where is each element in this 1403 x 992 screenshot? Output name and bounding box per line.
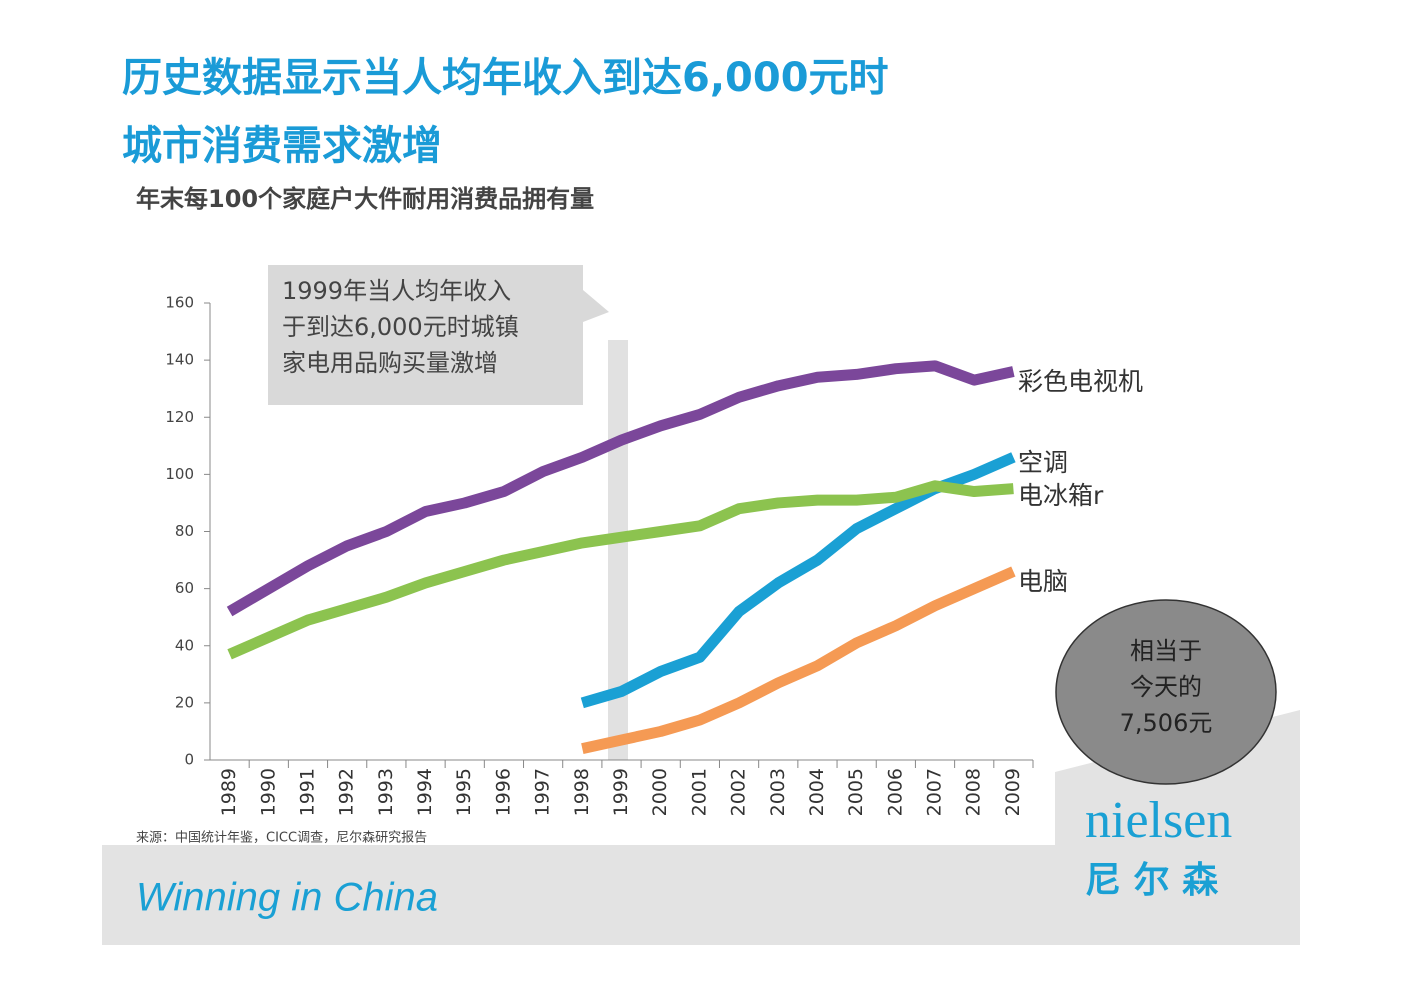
bubble bbox=[1055, 599, 1277, 785]
y-tick-label: 120 bbox=[165, 408, 194, 426]
logo-cn: 尼 尔 森 bbox=[1085, 860, 1219, 901]
x-tick-label: 2005 bbox=[845, 768, 867, 816]
title-line: 历史数据显示当人均年收入到达6,000元时 bbox=[122, 55, 889, 101]
y-tick-label: 140 bbox=[165, 351, 194, 369]
x-tick-label: 2007 bbox=[924, 768, 946, 816]
x-tick-label: 1995 bbox=[453, 768, 475, 816]
x-tick-label: 2003 bbox=[767, 768, 789, 816]
subtitle: 年末每100个家庭户大件耐用消费品拥有量 bbox=[136, 185, 594, 213]
y-tick-label: 80 bbox=[175, 522, 194, 540]
source: 来源：中国统计年鉴，CICC调查，尼尔森研究报告 bbox=[136, 831, 427, 846]
x-tick-label: 2000 bbox=[649, 768, 671, 816]
bubble-line: 今天的 bbox=[1130, 673, 1202, 701]
series-line bbox=[581, 566, 1016, 754]
annotation-box bbox=[268, 265, 609, 405]
annotation-line: 家电用品购买量激增 bbox=[282, 349, 498, 377]
y-tick-label: 20 bbox=[175, 693, 194, 711]
bubble-line: 相当于 bbox=[1130, 637, 1202, 665]
series-line bbox=[226, 360, 1015, 617]
x-tick-label: 1998 bbox=[571, 768, 593, 816]
x-tick-label: 2008 bbox=[963, 768, 985, 816]
x-tick-label: 1993 bbox=[375, 768, 397, 816]
annotation-line: 1999年当人均年收入 bbox=[282, 277, 511, 305]
slogan: Winning in China bbox=[136, 876, 438, 920]
x-tick-label: 1991 bbox=[296, 768, 318, 816]
x-tick-label: 2002 bbox=[728, 768, 750, 816]
x-tick-label: 1999 bbox=[610, 768, 632, 816]
series-line bbox=[580, 452, 1016, 709]
x-tick-label: 1992 bbox=[336, 768, 358, 816]
y-tick-label: 160 bbox=[165, 294, 194, 312]
y-tick-label: 0 bbox=[184, 751, 194, 769]
series-line bbox=[227, 480, 1014, 660]
logo: nielsen bbox=[1085, 792, 1232, 849]
y-tick-label: 40 bbox=[175, 636, 194, 654]
x-tick-label: 2004 bbox=[806, 768, 828, 816]
series-label: 电脑 bbox=[1018, 567, 1068, 596]
series-label: 电冰箱r bbox=[1018, 481, 1104, 510]
bubble-line: 7,506元 bbox=[1120, 709, 1213, 737]
x-tick-label: 1990 bbox=[257, 768, 279, 816]
series-label: 彩色电视机 bbox=[1018, 367, 1143, 396]
x-tick-label: 1994 bbox=[414, 768, 436, 816]
annotation-line: 于到达6,000元时城镇 bbox=[282, 313, 519, 341]
x-tick-label: 1997 bbox=[532, 768, 554, 816]
y-tick-label: 60 bbox=[175, 579, 194, 597]
x-tick-label: 2001 bbox=[688, 768, 710, 816]
y-tick-label: 100 bbox=[165, 465, 194, 483]
x-tick-label: 2006 bbox=[884, 768, 906, 816]
x-tick-label: 1996 bbox=[492, 768, 514, 816]
footer-band bbox=[102, 710, 1300, 945]
x-tick-label: 1989 bbox=[218, 768, 240, 816]
series-label: 空调 bbox=[1018, 448, 1068, 477]
x-tick-label: 2009 bbox=[1002, 768, 1024, 816]
title-line: 城市消费需求激增 bbox=[122, 123, 442, 169]
